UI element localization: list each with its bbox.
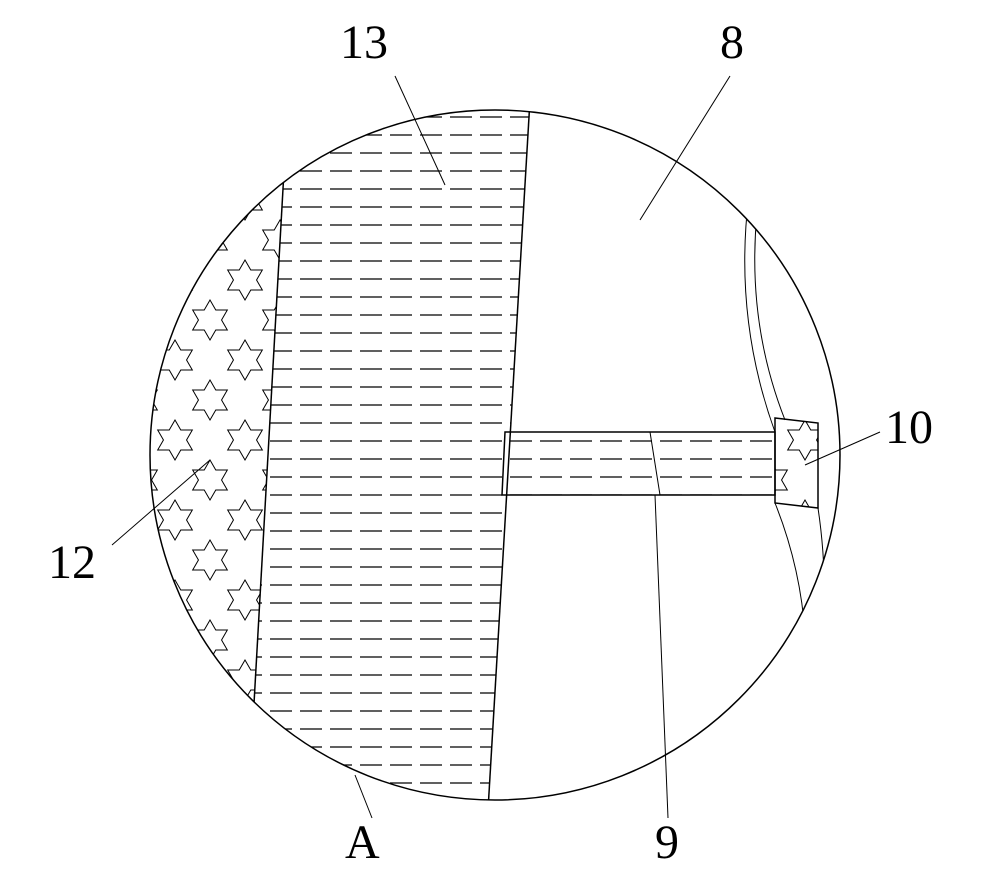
label-10: 10 [885,400,933,455]
label-8: 8 [720,15,744,70]
label-A: A [345,815,380,870]
bar-end-cap-star [775,418,818,508]
label-9: 9 [655,815,679,870]
label-13: 13 [340,15,388,70]
leader-9 [655,495,668,818]
leader-A [355,775,372,818]
horizontal-bar-dash [502,432,775,495]
label-12: 12 [48,535,96,590]
region-dash-middle [248,110,530,800]
technical-diagram [0,0,1000,885]
